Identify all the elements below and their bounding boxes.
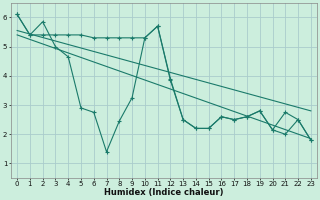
- X-axis label: Humidex (Indice chaleur): Humidex (Indice chaleur): [104, 188, 224, 197]
